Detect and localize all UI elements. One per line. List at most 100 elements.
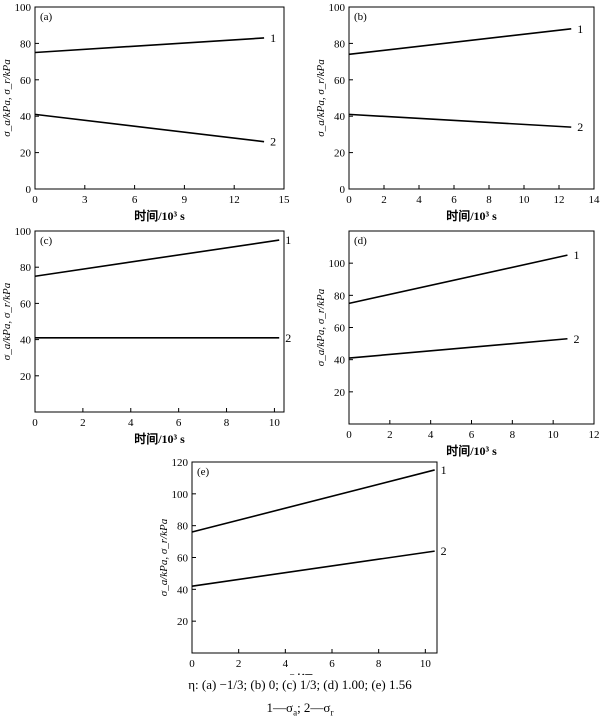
panel-4-y-tick-label: 100 — [329, 258, 346, 270]
panel-2-y-axis-label: σ_a/kPa, σ_r/kPa — [315, 59, 327, 137]
panel-1-x-tick-label: 0 — [32, 194, 38, 206]
panel-5-label: (e) — [197, 466, 210, 478]
eta-caption: η: (a) −1/3; (b) 0; (c) 1/3; (d) 1.00; (… — [188, 677, 412, 692]
panel-5-series-1-line — [191, 469, 435, 533]
panel-1-x-tick-label: 3 — [82, 194, 88, 206]
panel-4-label: (d) — [354, 235, 367, 247]
panel-2-x-tick-label: 6 — [451, 194, 457, 206]
panel-2-label: (b) — [354, 11, 367, 23]
panel-3-x-axis-label: 时间/10³ s — [134, 431, 185, 446]
panel-4-x-tick-label: 12 — [589, 429, 600, 441]
panel-2-series-1-label: 1 — [577, 22, 583, 36]
panel-4-x-tick-label: 6 — [469, 429, 475, 441]
panel-4-y-tick-label: 80 — [334, 290, 346, 302]
legend-entry-1-subscript: a — [293, 707, 298, 718]
panel-5-x-tick-label: 6 — [329, 658, 335, 670]
panel-1-y-tick-label: 20 — [20, 148, 32, 160]
panel-2-x-tick-label: 12 — [554, 194, 565, 206]
panel-1-label: (a) — [40, 11, 53, 23]
panel-5-x-tick-label: 0 — [189, 658, 195, 670]
panel-3-y-tick-label: 80 — [20, 262, 32, 274]
panel-5-y-tick-label: 60 — [177, 553, 189, 565]
panel-4-x-tick-label: 4 — [428, 429, 434, 441]
panel-2-x-tick-label: 2 — [381, 194, 387, 206]
panel-3-x-tick-label: 4 — [128, 417, 134, 429]
legend-separator: ; 2—σ — [297, 700, 331, 715]
legend-entry-1: 1—σ — [266, 700, 294, 715]
panel-1-x-tick-label: 15 — [279, 194, 291, 206]
panel-2-series-2-label: 2 — [577, 120, 583, 134]
panel-4-x-tick-label: 0 — [346, 429, 352, 441]
panel-2-y-tick-label: 20 — [334, 148, 346, 160]
panel-1-x-tick-label: 9 — [182, 194, 188, 206]
panel-5-series-1-label: 1 — [441, 463, 447, 477]
panel-5-y-tick-label: 100 — [172, 489, 189, 501]
panel-4-x-axis-label: 时间/10³ s — [446, 443, 497, 458]
panel-3-y-tick-label: 40 — [20, 335, 32, 347]
panel-5-x-tick-label: 8 — [376, 658, 382, 670]
panel-3-y-tick-label: 60 — [20, 298, 32, 310]
panel-5-x-axis-label: 时间/10³ s — [289, 672, 340, 675]
panel-5-series-2-label: 2 — [441, 544, 447, 558]
panel-2-x-tick-label: 4 — [416, 194, 422, 206]
panel-4-series-1-line — [348, 254, 568, 305]
panel-2-y-tick-label: 60 — [334, 75, 346, 87]
panel-2-x-tick-label: 0 — [346, 194, 352, 206]
panel-4-x-tick-label: 2 — [387, 429, 393, 441]
panel-2-x-tick-label: 8 — [486, 194, 492, 206]
panel-4-series-1-label: 1 — [573, 248, 579, 262]
panel-5-series-2-line — [191, 550, 435, 587]
panel-4-x-tick-label: 8 — [510, 429, 516, 441]
panel-1-x-tick-label: 12 — [229, 194, 240, 206]
panel-1-x-axis-label: 时间/10³ s — [134, 208, 185, 223]
legend-caption: 1—σa; 2—σr — [0, 700, 600, 718]
panel-4-series-2-label: 2 — [573, 332, 579, 346]
panel-1-x-tick-label: 6 — [132, 194, 138, 206]
panel-1-y-tick-label: 0 — [26, 184, 32, 196]
panel-3-series-2-label: 2 — [285, 331, 291, 345]
panel-1-series-1-label: 1 — [270, 31, 276, 45]
panel-5-y-tick-label: 20 — [177, 616, 189, 628]
panel-3-series-1-line — [34, 239, 280, 278]
panel-4-y-tick-label: 20 — [334, 387, 346, 399]
panel-3-frame — [34, 230, 285, 413]
panel-3-label: (c) — [40, 235, 53, 247]
panel-4-y-tick-label: 60 — [334, 323, 346, 335]
panel-1-y-tick-label: 80 — [20, 38, 32, 50]
panel-4-x-tick-label: 10 — [548, 429, 560, 441]
panel-4-frame — [348, 230, 595, 425]
panel-1-series-2-label: 2 — [270, 135, 276, 149]
panel-1-series-1-line — [34, 37, 265, 54]
panel-5-x-tick-label: 10 — [420, 658, 432, 670]
panel-5-y-axis-label: σ_a/kPa, σ_r/kPa — [158, 518, 170, 596]
panel-2-x-tick-label: 14 — [589, 194, 600, 206]
panel-4-y-tick-label: 40 — [334, 355, 346, 367]
panel-4-y-axis-label: σ_a/kPa, σ_r/kPa — [315, 288, 327, 366]
panel-2-y-tick-label: 100 — [329, 2, 346, 14]
panel-3-x-tick-label: 10 — [269, 417, 281, 429]
panel-2-y-tick-label: 0 — [340, 184, 346, 196]
panel-3-x-tick-label: 6 — [176, 417, 182, 429]
panel-2-x-axis-label: 时间/10³ s — [446, 208, 497, 223]
panel-1-y-tick-label: 100 — [15, 2, 32, 14]
panel-5-x-tick-label: 4 — [283, 658, 289, 670]
panel-1-y-tick-label: 40 — [20, 111, 32, 123]
panel-3-x-tick-label: 0 — [32, 417, 38, 429]
panel-2-y-tick-label: 40 — [334, 111, 346, 123]
panel-1-y-tick-label: 60 — [20, 75, 32, 87]
panel-2-series-1-line — [348, 28, 572, 56]
legend-entry-2-subscript: r — [330, 707, 334, 718]
panel-5-frame — [191, 461, 438, 654]
panel-5-y-tick-label: 40 — [177, 584, 189, 596]
panel-2-series-2-line — [348, 113, 572, 128]
panel-3-x-tick-label: 8 — [224, 417, 230, 429]
panel-2-y-tick-label: 80 — [334, 38, 346, 50]
panel-5-y-tick-label: 120 — [172, 457, 189, 469]
panel-3-x-tick-label: 2 — [80, 417, 86, 429]
panel-2-frame — [348, 6, 595, 190]
panel-1-y-axis-label: σ_a/kPa, σ_r/kPa — [1, 59, 13, 137]
panel-1-series-2-line — [34, 113, 265, 143]
panel-1-frame — [34, 6, 285, 190]
panel-5-x-tick-label: 2 — [236, 658, 242, 670]
